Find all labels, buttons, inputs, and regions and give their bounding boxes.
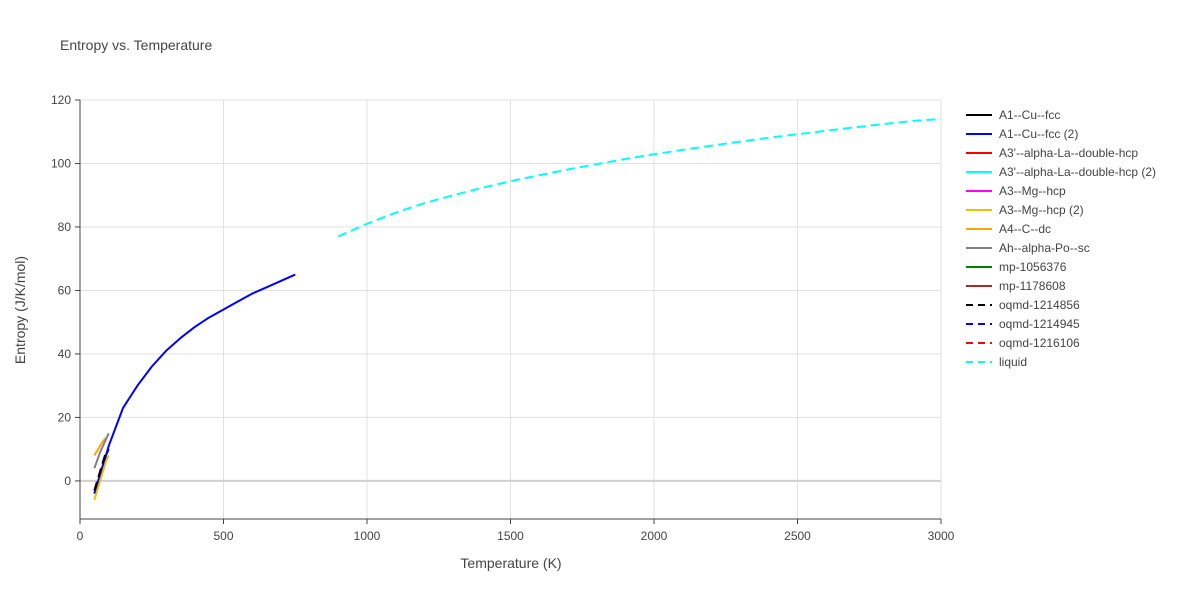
y-tick-label-0: 0: [64, 474, 71, 488]
axes: 0 500 1000 1500 2000 2500 3000 0 20 40 60 80 100 120: [51, 93, 955, 543]
series-line-13: [337, 118, 942, 238]
legend-label-13: liquid: [999, 355, 1027, 369]
legend-label-3: A3'--alpha-La--double-hcp (2): [999, 165, 1156, 179]
y-axis-title: Entropy (J/K/mol): [12, 256, 28, 364]
legend-label-8: mp-1056376: [999, 260, 1067, 274]
series-line-5: [93, 455, 110, 501]
legend-label-11: oqmd-1214945: [999, 317, 1080, 331]
x-tick-label-4: 2000: [641, 529, 668, 543]
chart-title: Entropy vs. Temperature: [60, 37, 212, 53]
x-tick-label-2: 1000: [354, 529, 381, 543]
legend-label-1: A1--Cu--fcc (2): [999, 127, 1078, 141]
x-tick-label-1: 500: [213, 529, 233, 543]
legend-label-6: A4--C--dc: [999, 222, 1051, 236]
legend-label-9: mp-1178608: [999, 279, 1066, 293]
legend-label-5: A3--Mg--hcp (2): [999, 203, 1084, 217]
y-tick-label-4: 80: [58, 220, 72, 234]
x-tick-label-3: 1500: [497, 529, 524, 543]
series-lines: [93, 118, 942, 501]
legend-label-2: A3'--alpha-La--double-hcp: [999, 146, 1138, 160]
series-line-10: [93, 452, 107, 491]
y-tick-label-1: 20: [58, 410, 72, 424]
x-tick-label-6: 3000: [928, 529, 955, 543]
legend-label-4: A3--Mg--hcp: [999, 184, 1066, 198]
y-tick-label-6: 120: [51, 93, 71, 107]
legend-label-10: oqmd-1214856: [999, 298, 1080, 312]
series-line-6: [93, 437, 107, 457]
legend-label-0: A1--Cu--fcc: [999, 108, 1060, 122]
legend-label-7: Ah--alpha-Po--sc: [999, 241, 1090, 255]
x-tick-label-0: 0: [77, 529, 84, 543]
series-line-1: [93, 273, 296, 494]
y-tick-label-2: 40: [58, 347, 72, 361]
x-tick-label-5: 2500: [784, 529, 811, 543]
legend: A1--Cu--fcc A1--Cu--fcc (2) A3'--alpha-La-…: [966, 108, 1156, 369]
series-line-7: [93, 432, 110, 469]
x-axis-title: Temperature (K): [460, 555, 561, 571]
y-tick-label-3: 60: [58, 283, 72, 297]
grid: [80, 99, 942, 519]
legend-label-12: oqmd-1216106: [999, 336, 1080, 350]
y-tick-label-5: 100: [51, 156, 71, 170]
